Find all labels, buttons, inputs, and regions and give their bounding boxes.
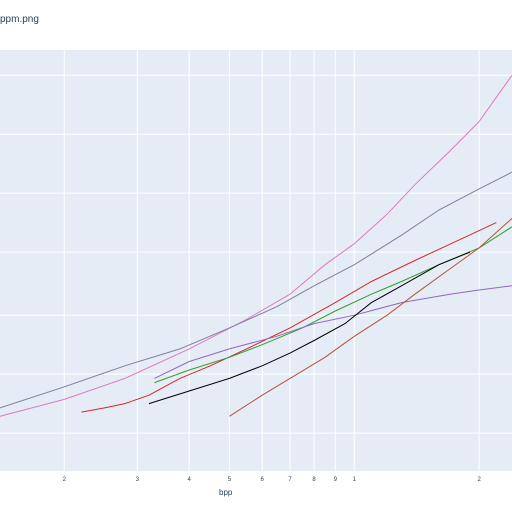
x-tick-label-4: 6 bbox=[261, 477, 265, 483]
x-tick-label-0: 2 bbox=[63, 477, 67, 483]
x-tick-label-5: 7 bbox=[288, 477, 292, 483]
x-tick-label-6: 8 bbox=[312, 477, 316, 483]
chart-title: ppm.png bbox=[0, 14, 39, 25]
y-gridlines bbox=[0, 74, 512, 434]
x-axis-label: bpp bbox=[219, 488, 233, 497]
series-line-6 bbox=[229, 218, 512, 417]
series-line-5 bbox=[148, 251, 471, 405]
x-tick-label-9: 2 bbox=[477, 477, 481, 483]
x-tick-label-7: 9 bbox=[334, 477, 338, 483]
series-lines bbox=[0, 75, 512, 417]
x-tick-label-8: 1 bbox=[353, 477, 357, 483]
x-tick-labels: 2 3 4 5 6 7 8 9 1 2 bbox=[63, 477, 482, 483]
x-tick-label-1: 3 bbox=[136, 477, 140, 483]
series-line-0 bbox=[0, 75, 512, 417]
series-line-4 bbox=[154, 285, 512, 379]
x-tick-label-2: 4 bbox=[187, 477, 191, 483]
series-line-1 bbox=[0, 171, 512, 409]
x-gridlines bbox=[63, 50, 480, 471]
series-line-2 bbox=[81, 222, 497, 413]
plot-background bbox=[0, 50, 512, 471]
x-tick-label-3: 5 bbox=[228, 477, 232, 483]
